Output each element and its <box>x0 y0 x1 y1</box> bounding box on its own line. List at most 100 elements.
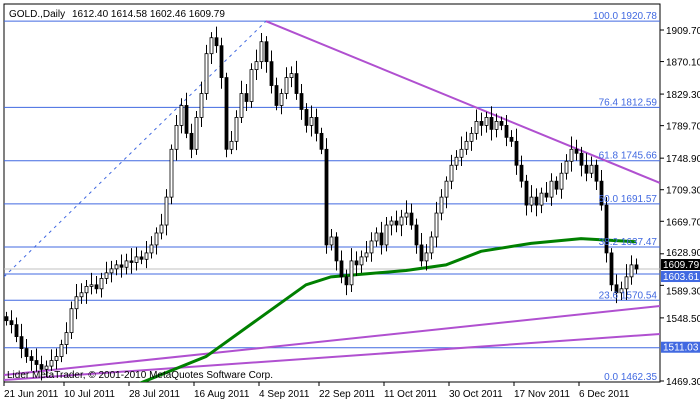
candle-body <box>264 41 269 63</box>
candle <box>234 110 239 151</box>
x-tick-label: 6 Dec 2011 <box>579 389 630 400</box>
candle <box>514 128 519 175</box>
candle-body <box>94 284 99 290</box>
candle-body <box>389 220 394 226</box>
candle-body <box>114 264 119 270</box>
candle <box>589 156 594 179</box>
x-tick-label: 4 Sep 2011 <box>259 389 310 400</box>
candle-body <box>69 308 74 334</box>
candle-body <box>9 320 14 326</box>
candle-body <box>369 240 374 254</box>
candle <box>249 63 254 108</box>
candle <box>179 98 184 134</box>
y-tick-label: 1628.90 <box>666 248 700 259</box>
candle <box>594 159 599 190</box>
candle <box>544 181 549 202</box>
candle-body <box>89 284 94 287</box>
candle <box>449 154 454 190</box>
candle <box>389 216 394 236</box>
candle-body <box>294 73 299 94</box>
candle-body <box>39 364 44 370</box>
candle-body <box>504 125 509 138</box>
candle <box>349 248 354 292</box>
candle <box>404 200 409 226</box>
candle <box>204 44 209 100</box>
candle-body <box>344 276 349 286</box>
candle-body <box>334 236 339 262</box>
candle <box>409 203 414 230</box>
candle <box>124 253 129 275</box>
candle <box>39 355 44 381</box>
x-tick-label: 22 Sep 2011 <box>319 389 375 400</box>
candle-body <box>209 37 214 55</box>
candle-body <box>424 252 429 262</box>
candle <box>264 36 269 73</box>
candle-body <box>274 85 279 106</box>
candle <box>144 240 149 269</box>
candle-body <box>559 172 564 190</box>
candle-body <box>544 192 549 198</box>
candle-body <box>619 288 624 294</box>
y-tick-label: 1709.30 <box>666 186 700 197</box>
candle-body <box>244 93 249 102</box>
candle-body <box>229 140 234 150</box>
candle-body <box>624 276 629 290</box>
candle <box>524 174 529 216</box>
candle <box>284 67 289 100</box>
candle-body <box>459 148 464 158</box>
candle-body <box>539 192 544 206</box>
candle-body <box>174 125 179 150</box>
candle <box>64 322 69 355</box>
candle-body <box>359 256 364 266</box>
fib-level-label: 50.0 1691.57 <box>599 194 658 205</box>
candle-body <box>34 360 39 365</box>
candle <box>604 197 609 263</box>
candle-body <box>29 356 34 361</box>
candle-body <box>554 180 559 190</box>
x-tick-label: 16 Aug 2011 <box>194 389 250 400</box>
candle-body <box>324 148 329 246</box>
candle-body <box>564 160 569 174</box>
candle-body <box>609 252 614 286</box>
chart-ohlc-readout: 1612.40 1614.58 1602.46 1609.79 <box>72 9 225 20</box>
y-tick-label: 1909.70 <box>666 26 700 37</box>
candle-body <box>574 148 579 154</box>
candle <box>534 188 539 217</box>
trend-line-support <box>4 305 660 376</box>
candle <box>459 136 464 167</box>
candle <box>259 32 264 69</box>
candle <box>299 83 304 120</box>
x-tick-label: 21 Jun 2011 <box>4 389 59 400</box>
candle-body <box>194 117 199 150</box>
candle <box>24 338 29 363</box>
candle-body <box>269 61 274 86</box>
y-tick-label: 1589.30 <box>666 286 700 297</box>
candle <box>169 144 174 205</box>
fib-level-label: 23.6 1570.54 <box>599 290 658 301</box>
price-line-label-bg <box>661 271 700 283</box>
y-tick-label: 1469.30 <box>666 377 700 388</box>
candle <box>384 217 389 252</box>
x-tick-label: 28 Jul 2011 <box>129 389 180 400</box>
chart-symbol-title: GOLD.,Daily <box>9 9 65 20</box>
candle-body <box>99 278 104 290</box>
candle <box>49 349 54 371</box>
candle-body <box>494 121 499 130</box>
candle <box>579 146 584 177</box>
candle-body <box>339 260 344 278</box>
candle <box>394 210 399 233</box>
candle-body <box>524 180 529 206</box>
candle <box>454 150 459 171</box>
candle-body <box>514 140 519 166</box>
candle <box>469 126 474 151</box>
candle-body <box>519 164 524 182</box>
candle-body <box>429 236 434 254</box>
candle <box>289 66 294 88</box>
candle <box>414 218 419 254</box>
candle-body <box>104 272 109 279</box>
candle <box>99 272 104 298</box>
candle <box>564 154 569 180</box>
candle-body <box>589 164 594 174</box>
